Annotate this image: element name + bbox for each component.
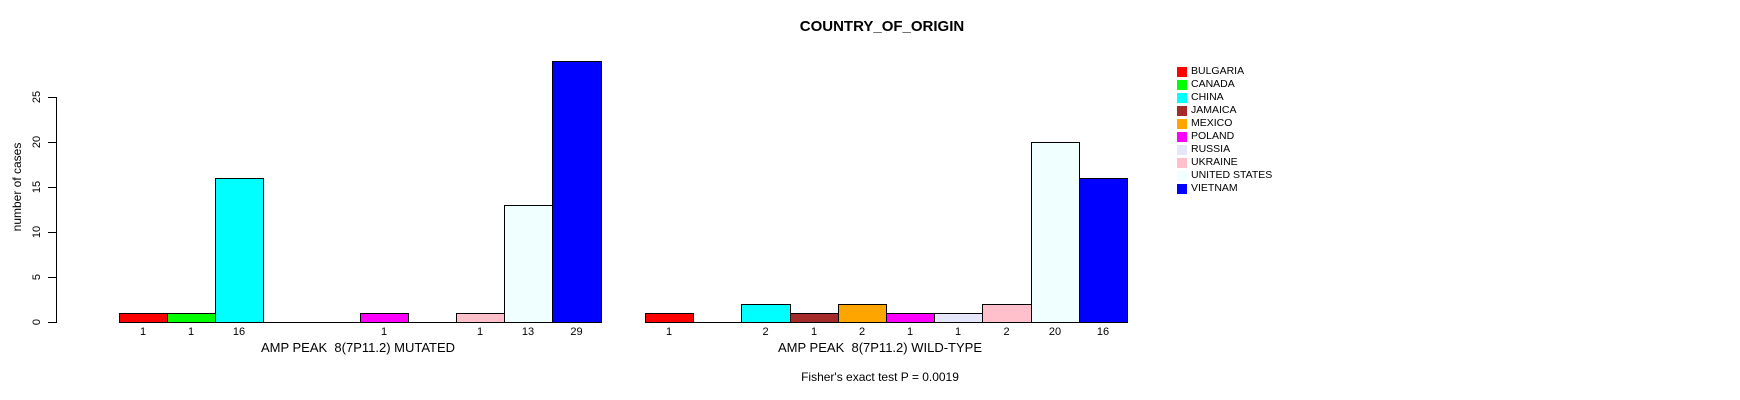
bar-value-label: 1 bbox=[810, 326, 818, 338]
y-tick bbox=[48, 322, 56, 323]
bar-canada-zero bbox=[693, 322, 742, 323]
bar-united-states bbox=[1031, 142, 1080, 323]
legend-swatch-poland bbox=[1177, 131, 1187, 142]
legend-item: UKRAINE bbox=[1177, 157, 1238, 168]
bar-value-label: 1 bbox=[380, 326, 388, 338]
y-tick bbox=[48, 232, 56, 233]
legend-item: MEXICO bbox=[1177, 118, 1232, 129]
legend-item: JAMAICA bbox=[1177, 105, 1237, 116]
legend-swatch-bulgaria bbox=[1177, 66, 1187, 77]
legend-swatch-russia bbox=[1177, 144, 1187, 155]
bar-poland bbox=[886, 313, 935, 323]
y-axis-line bbox=[56, 97, 57, 323]
y-tick bbox=[48, 142, 56, 143]
legend-label: MEXICO bbox=[1191, 117, 1233, 129]
legend-swatch-canada bbox=[1177, 79, 1187, 90]
bar-united-states bbox=[504, 205, 553, 323]
bar-value-label: 1 bbox=[906, 326, 914, 338]
y-tick-label: 20 bbox=[31, 135, 43, 149]
y-tick-label: 0 bbox=[31, 318, 43, 326]
legend-item: POLAND bbox=[1177, 131, 1234, 142]
legend-swatch-jamaica bbox=[1177, 105, 1187, 116]
bar-bulgaria bbox=[645, 313, 694, 323]
bar-value-label: 1 bbox=[187, 326, 195, 338]
bar-ukraine bbox=[982, 304, 1032, 323]
bar-mexico-zero bbox=[311, 322, 361, 323]
bar-value-label: 1 bbox=[476, 326, 484, 338]
bar-value-label: 13 bbox=[521, 326, 535, 338]
legend-item: RUSSIA bbox=[1177, 144, 1230, 155]
bar-vietnam bbox=[1079, 178, 1128, 323]
legend-label: VIETNAM bbox=[1191, 182, 1238, 194]
bar-value-label: 2 bbox=[1003, 326, 1010, 338]
x-axis-label-wildtype: AMP PEAK 8(7P11.2) WILD-TYPE bbox=[778, 340, 982, 355]
legend-label: UKRAINE bbox=[1191, 156, 1238, 168]
annotation-fisher-test: Fisher's exact test P = 0.0019 bbox=[801, 370, 959, 384]
legend-label: CANADA bbox=[1191, 78, 1235, 90]
legend-item: CANADA bbox=[1177, 79, 1235, 90]
bar-value-label: 29 bbox=[570, 326, 583, 338]
bar-value-label: 1 bbox=[665, 326, 673, 338]
bar-russia bbox=[934, 313, 983, 323]
legend-swatch-mexico bbox=[1177, 118, 1187, 129]
y-axis-label: number of cases bbox=[10, 142, 24, 232]
bar-china bbox=[215, 178, 264, 323]
legend-label: JAMAICA bbox=[1191, 104, 1237, 116]
legend-swatch-vietnam bbox=[1177, 183, 1187, 194]
bar-poland bbox=[360, 313, 409, 323]
legend-label: POLAND bbox=[1191, 130, 1235, 142]
legend-label: UNITED STATES bbox=[1191, 169, 1273, 181]
bar-canada bbox=[167, 313, 216, 323]
bar-china bbox=[741, 304, 791, 323]
legend-item: VIETNAM bbox=[1177, 183, 1238, 194]
bar-mexico bbox=[838, 304, 887, 323]
y-tick-label: 5 bbox=[31, 273, 43, 281]
y-tick-label: 15 bbox=[31, 180, 43, 194]
bar-value-label: 2 bbox=[858, 326, 866, 338]
y-tick bbox=[48, 277, 56, 278]
bar-value-label: 1 bbox=[139, 326, 147, 338]
legend-swatch-ukraine bbox=[1177, 157, 1187, 168]
legend-swatch-united-states bbox=[1177, 170, 1187, 181]
bar-value-label: 16 bbox=[232, 326, 246, 338]
legend-item: BULGARIA bbox=[1177, 66, 1244, 77]
legend-swatch-china bbox=[1177, 92, 1187, 103]
bar-value-label: 1 bbox=[954, 326, 962, 338]
chart-title: COUNTRY_OF_ORIGIN bbox=[799, 18, 965, 35]
bar-value-label: 2 bbox=[762, 326, 769, 338]
bar-vietnam bbox=[552, 61, 602, 323]
bar-jamaica bbox=[790, 313, 839, 323]
y-tick bbox=[48, 187, 56, 188]
bar-value-label: 16 bbox=[1096, 326, 1110, 338]
bar-ukraine bbox=[456, 313, 505, 323]
bar-russia-zero bbox=[408, 322, 457, 323]
legend-label: BULGARIA bbox=[1191, 65, 1245, 77]
y-tick bbox=[48, 97, 56, 98]
legend-item: CHINA bbox=[1177, 92, 1224, 103]
y-tick-label: 10 bbox=[31, 225, 43, 239]
bar-value-label: 20 bbox=[1048, 326, 1062, 338]
legend-label: CHINA bbox=[1191, 91, 1224, 103]
y-tick-label: 25 bbox=[31, 90, 43, 104]
bar-jamaica-zero bbox=[263, 322, 312, 323]
bar-bulgaria bbox=[119, 313, 168, 323]
legend-item: UNITED STATES bbox=[1177, 170, 1272, 181]
x-axis-label-mutated: AMP PEAK 8(7P11.2) MUTATED bbox=[260, 340, 456, 355]
legend-label: RUSSIA bbox=[1191, 143, 1231, 155]
